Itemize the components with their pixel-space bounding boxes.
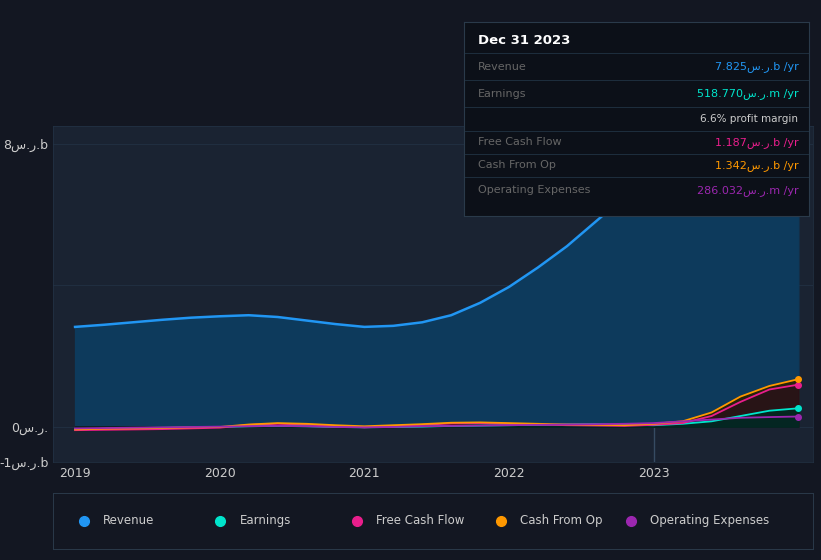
Text: 6.6% profit margin: 6.6% profit margin [700, 114, 798, 124]
Text: Free Cash Flow: Free Cash Flow [376, 514, 465, 528]
Text: Earnings: Earnings [240, 514, 291, 528]
Text: Cash From Op: Cash From Op [478, 160, 556, 170]
Text: Operating Expenses: Operating Expenses [649, 514, 768, 528]
Text: 286.032س.ر.m /yr: 286.032س.ر.m /yr [697, 185, 798, 196]
Text: Revenue: Revenue [103, 514, 154, 528]
Text: 1.342س.ر.b /yr: 1.342س.ر.b /yr [715, 160, 798, 171]
Text: Cash From Op: Cash From Op [521, 514, 603, 528]
Text: Earnings: Earnings [478, 89, 526, 99]
Text: Revenue: Revenue [478, 62, 526, 72]
Text: Free Cash Flow: Free Cash Flow [478, 137, 562, 147]
Text: 518.770س.ر.m /yr: 518.770س.ر.m /yr [697, 88, 798, 99]
Text: Dec 31 2023: Dec 31 2023 [478, 34, 570, 47]
Text: 7.825س.ر.b /yr: 7.825س.ر.b /yr [714, 62, 798, 72]
Text: Operating Expenses: Operating Expenses [478, 185, 590, 195]
Text: 1.187س.ر.b /yr: 1.187س.ر.b /yr [715, 137, 798, 148]
